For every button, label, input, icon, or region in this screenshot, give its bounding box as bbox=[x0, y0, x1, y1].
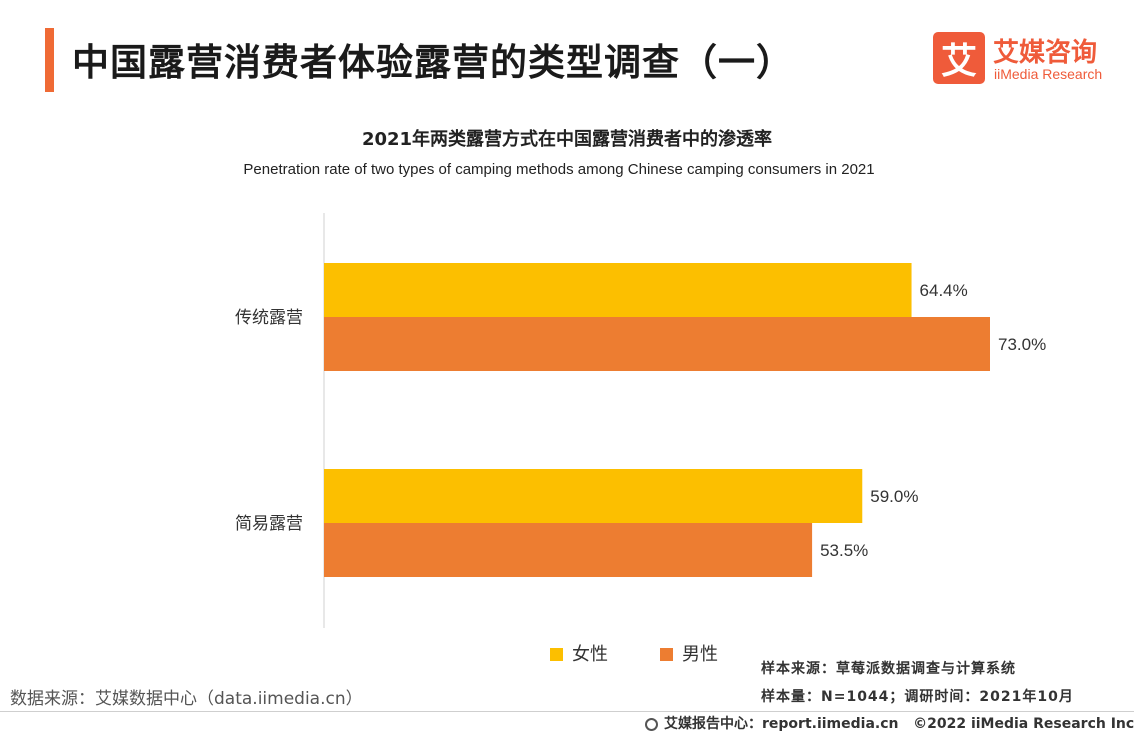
chart-subtitle: Penetration rate of two types of camping… bbox=[243, 161, 875, 178]
data-label: 64.4% bbox=[920, 281, 968, 300]
footer-divider bbox=[0, 711, 1134, 712]
legend-label-female: 女性 bbox=[572, 644, 608, 665]
bar-female bbox=[324, 263, 912, 317]
data-label: 73.0% bbox=[998, 335, 1046, 354]
page-title: 中国露营消费者体验露营的类型调查（一） bbox=[72, 41, 794, 84]
globe-icon bbox=[645, 718, 658, 731]
logo-mark: 艾 bbox=[933, 32, 985, 84]
title-accent-bar bbox=[45, 28, 54, 92]
legend-swatch-female bbox=[550, 648, 563, 661]
legend-label-male: 男性 bbox=[682, 644, 718, 665]
copyright: ©2022 iiMedia Research Inc bbox=[913, 716, 1134, 732]
bar-male bbox=[324, 523, 813, 577]
legend-item-male: 男性 bbox=[660, 640, 718, 666]
data-label: 53.5% bbox=[820, 541, 868, 560]
iimedia-logo: 艾 艾媒咨询 iiMedia Research bbox=[933, 32, 1113, 86]
logo-cn-text: 艾媒咨询 bbox=[993, 38, 1098, 68]
legend-swatch-male bbox=[660, 648, 673, 661]
category-label: 简易露营 bbox=[235, 514, 303, 534]
bottom-credit: 艾媒报告中心：report.iimedia.cn ©2022 iiMedia R… bbox=[645, 713, 1134, 733]
report-center: 艾媒报告中心：report.iimedia.cn bbox=[664, 716, 899, 732]
sample-size: 样本量：N=1044；调研时间：2021年10月 bbox=[761, 689, 1074, 705]
legend-item-female: 女性 bbox=[550, 640, 608, 666]
category-label: 传统露营 bbox=[235, 308, 303, 328]
sample-source: 样本来源：草莓派数据调查与计算系统 bbox=[761, 661, 1016, 677]
data-source: 数据来源：艾媒数据中心（data.iimedia.cn） bbox=[10, 689, 363, 709]
data-label: 59.0% bbox=[870, 487, 918, 506]
logo-en-text: iiMedia Research bbox=[994, 66, 1103, 82]
chart-title: 2021年两类露营方式在中国露营消费者中的渗透率 bbox=[361, 129, 773, 150]
bar-male bbox=[324, 317, 990, 371]
bar-female bbox=[324, 469, 863, 523]
